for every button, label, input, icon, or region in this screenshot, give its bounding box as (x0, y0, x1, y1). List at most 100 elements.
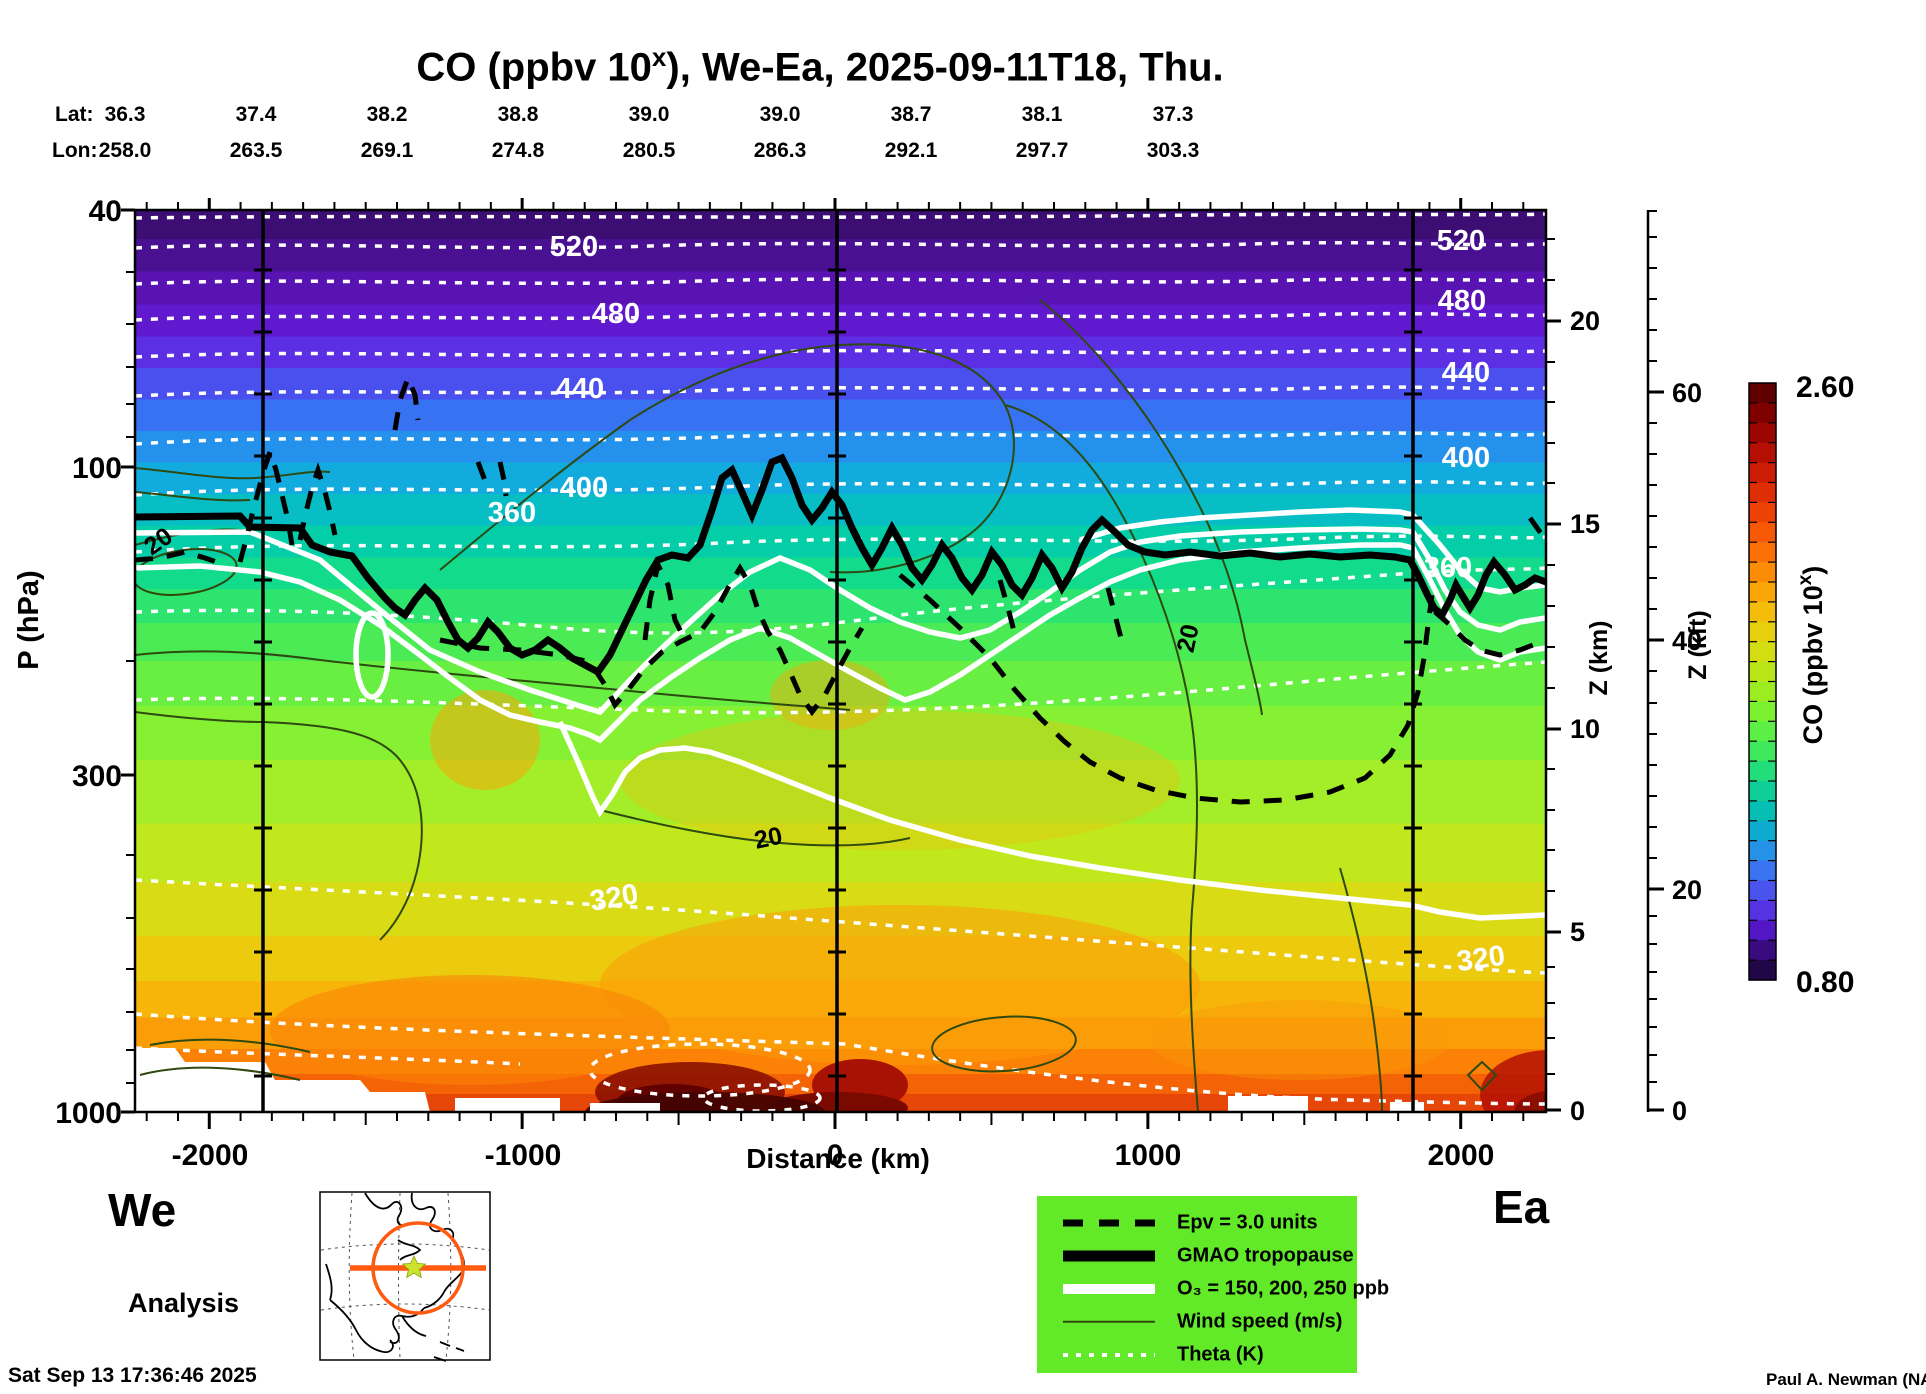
distance-tick: 1000 (1115, 1139, 1182, 1172)
legend-row-epv: Epv = 3.0 units (1037, 1206, 1357, 1239)
lon-value: 258.0 (98, 139, 152, 162)
legend-row-wind: Wind speed (m/s) (1037, 1305, 1357, 1338)
z-km-axis-label: Z (km) (1585, 621, 1613, 696)
theta-label: 320 (1455, 940, 1507, 978)
legend-label: Epv = 3.0 units (1177, 1211, 1318, 1233)
colorbar-axis-label: CO (ppbv 10x) (1795, 566, 1828, 745)
pressure-axis-ticks (121, 208, 135, 1114)
contour-legend: Epv = 3.0 units GMAO tropopause O₃ = 150… (1037, 1196, 1389, 1373)
lon-value: 274.8 (491, 139, 545, 162)
z-km-tick-labels: 0 5 10 15 20 (1570, 306, 1600, 1126)
title-suffix: ), We-Ea, 2025-09-11T18, Thu. (666, 45, 1224, 90)
map-frame (319, 1191, 491, 1361)
pressure-axis-label: P (hPa) (13, 570, 45, 669)
lat-value: 39.0 (628, 103, 670, 126)
colorbar-label-superscript: x (1795, 574, 1816, 585)
pressure-tick: 100 (72, 452, 122, 485)
lon-value: 297.7 (1015, 139, 1069, 162)
z-km-tick: 0 (1570, 1096, 1585, 1126)
thin-line-sample (1063, 1320, 1155, 1323)
legend-label: Theta (K) (1177, 1343, 1264, 1365)
lat-row-label: Lat: (55, 103, 94, 126)
theta-label: 520 (550, 231, 598, 263)
thick-black-line-sample (1063, 1250, 1155, 1261)
lat-value: 39.0 (759, 103, 801, 126)
lon-value: 292.1 (884, 139, 938, 162)
legend-label: Wind speed (m/s) (1177, 1310, 1343, 1332)
legend-row-theta: Theta (K) (1037, 1338, 1357, 1371)
east-endpoint-label: Ea (1493, 1181, 1550, 1233)
credit-text: Paul A. Newman (NASA (1766, 1370, 1926, 1389)
z-km-tick: 10 (1570, 714, 1600, 744)
z-kft-tick-labels: 0 20 40 60 (1672, 378, 1702, 1126)
theta-contours (135, 212, 1546, 1112)
colorbar-label-prefix: CO (ppbv 10 (1798, 585, 1828, 744)
title-superscript: x (651, 42, 667, 72)
theta-label: 480 (592, 298, 640, 330)
theta-label: 360 (488, 497, 536, 529)
legend-label: O₃ = 150, 200, 250 ppb (1177, 1277, 1390, 1299)
west-endpoint-label: We (108, 1184, 177, 1236)
title-prefix: CO (ppbv 10 (416, 45, 652, 90)
z-km-tick: 5 (1570, 917, 1585, 947)
theta-label: 400 (1442, 442, 1490, 474)
legend-row-tropopause: GMAO tropopause (1037, 1239, 1357, 1272)
legend-label: GMAO tropopause (1177, 1244, 1354, 1266)
distance-tick: 0 (827, 1139, 844, 1172)
lon-value: 269.1 (360, 139, 414, 162)
theta-label: 440 (556, 373, 604, 405)
colorbar-max-label: 2.60 (1796, 371, 1854, 404)
z-kft-tick: 0 (1672, 1096, 1687, 1126)
ozone-contours (135, 507, 1546, 921)
lon-value: 303.3 (1146, 139, 1200, 162)
tropopause-line (135, 453, 1546, 677)
z-kft-tick: 20 (1672, 875, 1702, 905)
lon-row-label: Lon: (52, 139, 98, 162)
z-km-tick: 15 (1570, 509, 1600, 539)
z-kft-axis (1646, 210, 1664, 1112)
lat-value: 37.3 (1152, 103, 1194, 126)
colorbar-swatches (1748, 382, 1777, 981)
z-kft-tick: 60 (1672, 378, 1702, 408)
wind-label: 20 (1172, 622, 1205, 655)
theta-label: 360 (1424, 552, 1472, 584)
z-km-tick: 20 (1570, 306, 1600, 336)
theta-label: 520 (1437, 225, 1485, 257)
page-title: CO (ppbv 10x), We-Ea, 2025-09-11T18, Thu… (200, 42, 1440, 90)
co-filled-contours (135, 210, 1546, 1112)
coastline (325, 1192, 465, 1362)
distance-axis-ticks (145, 198, 1525, 1129)
distance-tick: -1000 (485, 1139, 562, 1172)
lat-value: 38.8 (497, 103, 539, 126)
theta-label: 440 (1442, 357, 1490, 389)
colorbar-label-suffix: ) (1798, 566, 1828, 575)
wind-label: 20 (752, 822, 785, 855)
colorbar-min-label: 0.80 (1796, 966, 1854, 999)
pressure-tick-labels: 40 100 300 1000 (55, 195, 122, 1130)
lat-value: 38.7 (890, 103, 932, 126)
map-graticule (320, 1192, 490, 1360)
distance-tick-labels: -2000 -1000 0 1000 2000 (172, 1139, 1495, 1172)
segment-boundary-lines (254, 210, 1422, 1112)
analysis-label: Analysis (128, 1288, 240, 1318)
map-location-star (401, 1255, 427, 1279)
dashed-line-sample (1063, 1219, 1155, 1226)
dotted-line-sample (1063, 1352, 1155, 1357)
lon-value: 286.3 (753, 139, 807, 162)
z-kft-axis-label: Z (kft) (1684, 610, 1712, 679)
lat-value: 37.4 (235, 103, 277, 126)
thick-white-line-sample (1063, 1283, 1155, 1294)
distance-axis-label: Distance (km) (746, 1143, 930, 1174)
lat-value: 36.3 (104, 103, 146, 126)
generation-timestamp: Sat Sep 13 17:36:46 2025 (8, 1364, 257, 1387)
z-kft-tick: 40 (1672, 626, 1702, 656)
distance-tick: -2000 (172, 1139, 249, 1172)
pressure-tick: 1000 (55, 1097, 122, 1130)
lon-value: 263.5 (229, 139, 283, 162)
lon-value: 280.5 (622, 139, 676, 162)
legend-row-ozone: O₃ = 150, 200, 250 ppb (1037, 1272, 1389, 1305)
lat-value: 38.2 (366, 103, 408, 126)
distance-tick: 2000 (1428, 1139, 1495, 1172)
